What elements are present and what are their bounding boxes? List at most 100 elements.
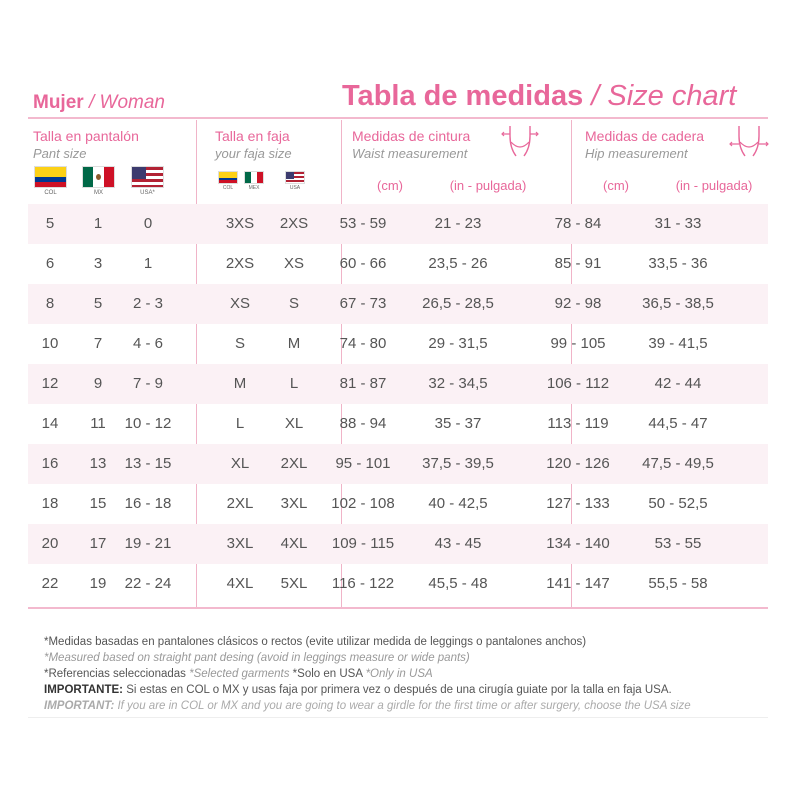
colombia-flag-icon: [34, 166, 67, 188]
cell-col: 10: [41, 335, 59, 352]
cell-faja-b: 2XL: [280, 455, 308, 472]
cell-faja-a: 2XL: [226, 495, 254, 512]
cell-hip-cm: 141 - 147: [546, 575, 610, 592]
cell-faja-b: 2XS: [279, 215, 309, 232]
cell-hip-cm: 78 - 84: [554, 215, 602, 232]
cell-waist-in: 26,5 - 28,5: [422, 295, 494, 312]
cell-usa: 1: [143, 255, 153, 272]
cell-waist-cm: 116 - 122: [331, 575, 395, 592]
important-label-en: IMPORTANT:: [44, 700, 115, 712]
hip-unit-in: (in - pulgada): [675, 178, 753, 193]
flag-label-usa: USA*: [140, 190, 155, 196]
cell-usa: 7 - 9: [132, 375, 163, 392]
section-label-es: Mujer: [33, 92, 84, 113]
table-row: 14 11 10 - 12 L XL 88 - 94 35 - 37 113 - 119 44,…: [28, 404, 768, 444]
cell-usa: 13 - 15: [124, 455, 172, 472]
section-label: Mujer / Woman: [33, 92, 165, 114]
cell-waist-in: 23,5 - 26: [428, 255, 488, 272]
cell-usa: 2 - 3: [132, 295, 163, 312]
cell-waist-in: 37,5 - 39,5: [422, 455, 494, 472]
waist-unit-cm: (cm): [377, 178, 403, 193]
table-bottom-rule: [28, 607, 768, 609]
cell-waist-cm: 67 - 73: [339, 295, 387, 312]
footnote-en: *Measured based on straight pant desing …: [44, 652, 470, 664]
cell-hip-in: 44,5 - 47: [648, 415, 708, 432]
cell-faja-a: 3XS: [225, 215, 255, 232]
usa-flag-icon: [131, 166, 164, 188]
cell-hip-cm: 92 - 98: [554, 295, 602, 312]
hip-icon: [729, 126, 769, 157]
important-text-en: If you are in COL or MX and you are goin…: [114, 700, 691, 712]
waist-subtitle: Waist measurement: [352, 146, 468, 161]
section-label-en: / Woman: [88, 92, 165, 113]
cell-col: 14: [41, 415, 59, 432]
cell-hip-cm: 106 - 112: [546, 375, 610, 392]
cell-col: 8: [45, 295, 55, 312]
cell-faja-a: XL: [230, 455, 250, 472]
cell-waist-cm: 60 - 66: [339, 255, 387, 272]
footnote-ref-en: *Selected garments: [189, 668, 290, 680]
cell-hip-in: 42 - 44: [654, 375, 702, 392]
cell-col: 20: [41, 535, 59, 552]
footer-rule: [28, 717, 768, 718]
mexico-flag-icon: [244, 171, 264, 184]
footnote-usa-es: *Solo en USA: [289, 668, 366, 680]
important-label-es: IMPORTANTE:: [44, 684, 124, 696]
cell-mx: 11: [90, 415, 106, 432]
footnote-usa-en: *Only in USA: [365, 668, 433, 680]
flag-label-mx: MX: [94, 190, 103, 196]
page-title: Tabla de medidas / Size chart: [342, 80, 736, 113]
cell-hip-in: 47,5 - 49,5: [642, 455, 714, 472]
cell-waist-in: 35 - 37: [434, 415, 482, 432]
cell-mx: 3: [93, 255, 103, 272]
cell-faja-a: 3XL: [226, 535, 254, 552]
cell-hip-cm: 120 - 126: [546, 455, 610, 472]
cell-faja-a: M: [233, 375, 247, 392]
cell-faja-b: XS: [283, 255, 304, 272]
table-row: 8 5 2 - 3 XS S 67 - 73 26,5 - 28,5 92 - 98 36,5 …: [28, 284, 768, 324]
table-row: 10 7 4 - 6 S M 74 - 80 29 - 31,5 99 - 105 39 - 4…: [28, 324, 768, 364]
cell-faja-a: S: [234, 335, 245, 352]
flag-label-usa: USA: [289, 185, 301, 191]
cell-faja-b: M: [287, 335, 301, 352]
colombia-flag-icon: [218, 171, 238, 184]
page-title-en: / Size chart: [591, 80, 737, 112]
cell-faja-a: L: [235, 415, 245, 432]
cell-usa: 16 - 18: [124, 495, 172, 512]
hip-subtitle: Hip measurement: [585, 146, 688, 161]
cell-faja-a: XS: [229, 295, 250, 312]
cell-col: 16: [41, 455, 59, 472]
cell-col: 22: [41, 575, 59, 592]
hip-title: Medidas de cadera: [585, 128, 705, 144]
table-row: 18 15 16 - 18 2XL 3XL 102 - 108 40 - 42,5 127 -…: [28, 484, 768, 524]
page-title-es: Tabla de medidas: [342, 80, 584, 112]
faja-size-title: Talla en faja: [215, 128, 290, 144]
cell-waist-in: 40 - 42,5: [428, 495, 488, 512]
cell-hip-in: 53 - 55: [654, 535, 702, 552]
cell-waist-cm: 102 - 108: [331, 495, 395, 512]
cell-hip-cm: 85 - 91: [554, 255, 602, 272]
cell-usa: 22 - 24: [124, 575, 172, 592]
table-row: 22 19 22 - 24 4XL 5XL 116 - 122 45,5 - 48 141 -…: [28, 564, 768, 604]
mexico-flag-icon: [82, 166, 115, 188]
cell-col: 12: [41, 375, 59, 392]
cell-faja-b: 3XL: [280, 495, 308, 512]
faja-size-subtitle: your faja size: [215, 146, 292, 161]
table-row: 20 17 19 - 21 3XL 4XL 109 - 115 43 - 45 134 - 1…: [28, 524, 768, 564]
hip-unit-cm: (cm): [603, 178, 629, 193]
cell-usa: 10 - 12: [124, 415, 172, 432]
cell-waist-cm: 53 - 59: [339, 215, 387, 232]
cell-faja-b: S: [288, 295, 299, 312]
cell-hip-cm: 113 - 119: [547, 415, 609, 432]
cell-usa: 19 - 21: [124, 535, 172, 552]
waist-unit-in: (in - pulgada): [449, 178, 527, 193]
cell-waist-in: 32 - 34,5: [428, 375, 488, 392]
important-text-es: Si estas en COL o MX y usas faja por pri…: [123, 684, 672, 696]
cell-hip-in: 36,5 - 38,5: [642, 295, 714, 312]
cell-hip-cm: 127 - 133: [546, 495, 610, 512]
important-note-en: IMPORTANT: If you are in COL or MX and y…: [44, 700, 691, 712]
cell-hip-in: 55,5 - 58: [648, 575, 708, 592]
cell-faja-a: 2XS: [225, 255, 255, 272]
cell-usa: 4 - 6: [132, 335, 163, 352]
cell-hip-cm: 134 - 140: [546, 535, 610, 552]
